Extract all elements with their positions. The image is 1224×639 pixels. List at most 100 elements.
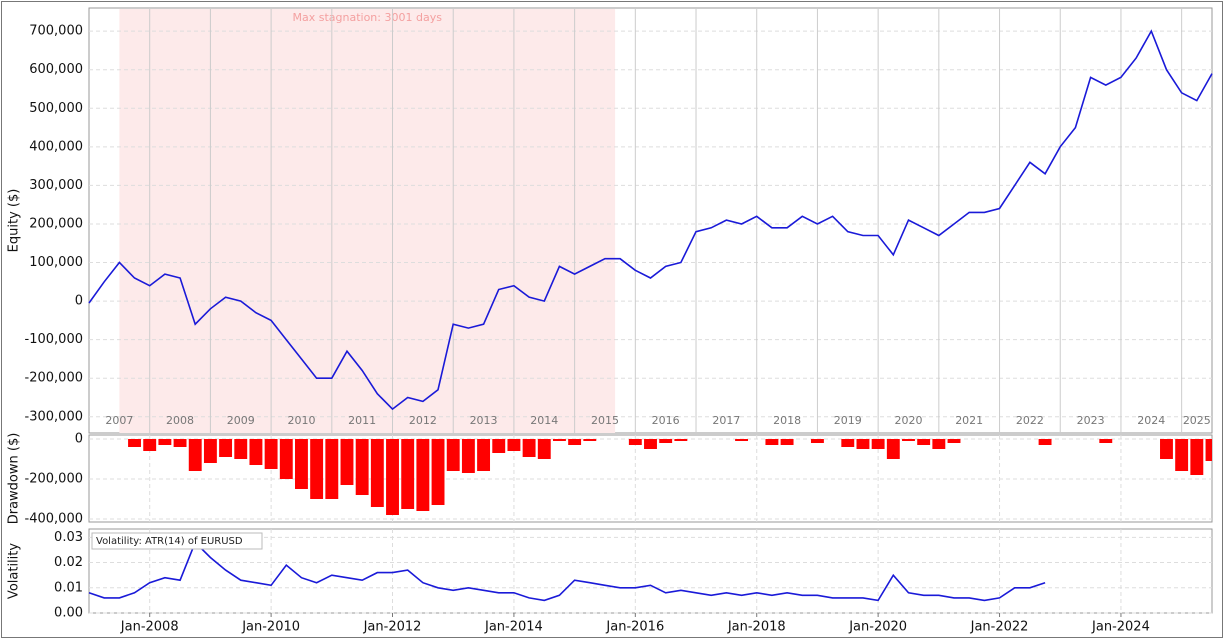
drawdown-bar — [886, 439, 900, 459]
drawdown-bar — [932, 439, 946, 449]
drawdown-bar — [522, 439, 536, 457]
x-tick-label: Jan-2014 — [484, 620, 543, 635]
year-label: 2012 — [409, 414, 437, 427]
year-label: 2007 — [105, 414, 133, 427]
year-label: 2021 — [955, 414, 983, 427]
drawdown-bar — [780, 439, 794, 445]
drawdown-bar — [264, 439, 278, 469]
y-tick-label: -200,000 — [25, 472, 83, 487]
drawdown-bar — [249, 439, 263, 465]
drawdown-bar — [902, 439, 915, 441]
drawdown-bar — [674, 439, 688, 441]
drawdown-bar — [659, 439, 673, 443]
stagnation-label: Max stagnation: 3001 days — [292, 11, 442, 24]
drawdown-bar — [279, 439, 293, 479]
year-label: 2022 — [1016, 414, 1044, 427]
year-label: 2024 — [1137, 414, 1165, 427]
year-label: 2009 — [227, 414, 255, 427]
drawdown-bar — [856, 439, 870, 449]
drawdown-bar — [401, 439, 415, 509]
drawdown-bar — [203, 439, 217, 463]
y-tick-label: 300,000 — [29, 178, 83, 193]
drawdown-bar — [537, 439, 551, 459]
drawdown-bar — [461, 439, 475, 473]
stagnation-region — [119, 9, 616, 433]
y-tick-label: 600,000 — [29, 62, 83, 77]
line-series — [88, 540, 1046, 602]
y-tick-label: 500,000 — [29, 101, 83, 116]
drawdown-bar — [841, 439, 855, 447]
y-tick-label: 0.03 — [54, 530, 83, 545]
drawdown-bar — [1160, 439, 1173, 459]
drawdown-bar — [446, 439, 460, 471]
drawdown-bar — [355, 439, 369, 495]
y-tick-label: 100,000 — [29, 255, 83, 270]
year-label: 2011 — [348, 414, 376, 427]
x-tick-label: Jan-2016 — [605, 620, 664, 635]
year-label: 2020 — [894, 414, 922, 427]
x-tick-label: Jan-2024 — [1091, 620, 1150, 635]
drawdown-bar — [310, 439, 324, 499]
year-label: 2017 — [712, 414, 740, 427]
year-label: 2014 — [530, 414, 558, 427]
drawdown-bar — [386, 439, 399, 515]
drawdown-bar — [295, 439, 308, 489]
y-tick-label: 0.01 — [54, 580, 83, 595]
y-tick-label: 0.02 — [54, 555, 83, 570]
year-label: 2016 — [652, 414, 680, 427]
drawdown-bar — [735, 439, 749, 441]
y-tick-label: -200,000 — [25, 371, 83, 386]
y-tick-label: -400,000 — [25, 512, 83, 527]
drawdown-bar — [431, 439, 445, 505]
year-label: 2025 — [1183, 414, 1211, 427]
drawdown-bar — [370, 439, 384, 507]
year-label: 2013 — [470, 414, 498, 427]
drawdown-bar — [552, 439, 566, 441]
drawdown-bar — [507, 439, 521, 451]
x-tick-label: Jan-2010 — [241, 620, 300, 635]
x-tick-label: Jan-2022 — [970, 620, 1029, 635]
drawdown-bar — [492, 439, 506, 453]
year-label: 2023 — [1077, 414, 1105, 427]
x-tick-label: Jan-2020 — [848, 620, 907, 635]
drawdown-bar — [1175, 439, 1189, 471]
drawdown-bar — [340, 439, 354, 485]
year-label: 2019 — [834, 414, 862, 427]
y-axis-label: Drawdown ($) — [7, 433, 22, 525]
y-tick-label: 0 — [75, 432, 83, 447]
y-tick-label: 700,000 — [29, 24, 83, 39]
drawdown-bar — [325, 439, 339, 499]
drawdown-bar — [568, 439, 582, 445]
line-series — [88, 29, 1213, 411]
y-tick-label: 200,000 — [29, 216, 83, 231]
drawdown-bar — [1038, 439, 1052, 445]
drawdown-bar — [765, 439, 779, 445]
drawdown-bar — [917, 439, 931, 445]
year-label: 2010 — [287, 414, 315, 427]
y-tick-label: 400,000 — [29, 139, 83, 154]
drawdown-bar — [871, 439, 885, 449]
y-tick-label: -300,000 — [25, 409, 83, 424]
drawdown-bar — [173, 439, 187, 447]
y-tick-label: -100,000 — [25, 332, 83, 347]
y-axis-label: Equity ($) — [7, 189, 22, 253]
year-label: 2008 — [166, 414, 194, 427]
drawdown-bar — [1205, 439, 1212, 461]
drawdown-bar — [628, 439, 642, 445]
annotation-box — [91, 532, 263, 550]
drawdown-bar — [644, 439, 657, 449]
y-tick-label: 0 — [75, 294, 83, 309]
drawdown-bar — [416, 439, 430, 511]
plot-area — [88, 528, 1213, 614]
drawdown-bar — [143, 439, 157, 451]
y-tick-label: 0.00 — [54, 606, 83, 621]
drawdown-bar — [947, 439, 961, 443]
drawdown-bar — [128, 439, 141, 447]
drawdown-bar — [583, 439, 597, 441]
drawdown-bar — [188, 439, 202, 471]
drawdown-bar — [219, 439, 233, 457]
drawdown-bar — [158, 439, 172, 445]
drawdown-bar — [810, 439, 824, 443]
drawdown-bar — [1099, 439, 1113, 443]
